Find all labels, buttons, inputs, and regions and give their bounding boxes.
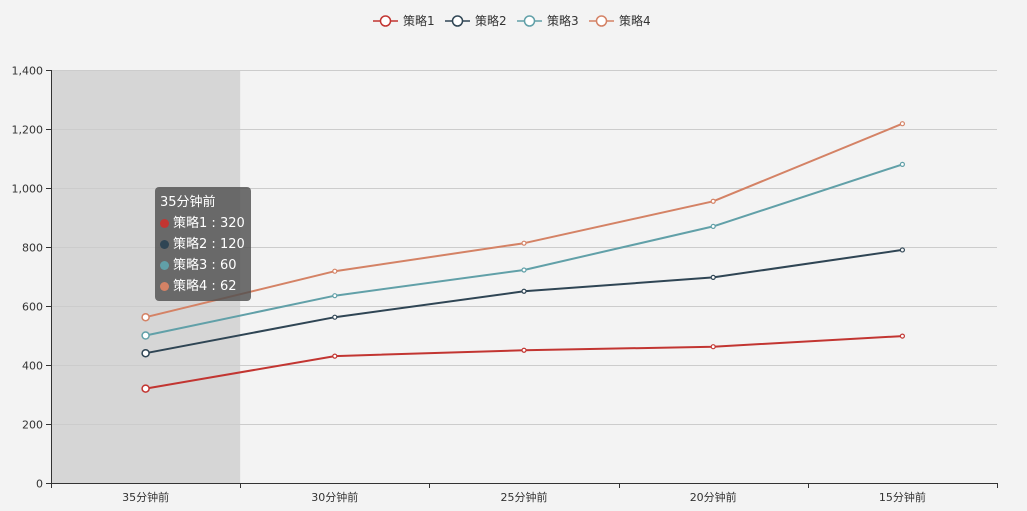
tooltip-row: 策略3 : 60 xyxy=(160,255,245,276)
legend-item-2: 策略2 xyxy=(445,13,507,28)
y-tick-label: 400 xyxy=(22,360,43,373)
tooltip-series-name: 策略4 xyxy=(173,279,208,294)
tooltip-series-value: 120 xyxy=(219,237,245,252)
series-line-4 xyxy=(145,122,903,319)
tooltip-series-name: 策略1 xyxy=(173,216,208,231)
x-tick-label: 15分钟前 xyxy=(879,490,926,504)
legend-marker xyxy=(523,15,536,27)
tooltip-series-value: 320 xyxy=(219,216,245,231)
series-line-2 xyxy=(145,248,903,355)
tooltip-row: 策略4 : 62 xyxy=(160,276,245,297)
tooltip-series-value: 62 xyxy=(219,279,237,294)
data-point xyxy=(141,331,150,340)
y-tick-label: 0 xyxy=(36,478,43,491)
data-point xyxy=(141,312,150,322)
data-point xyxy=(899,247,906,253)
data-point xyxy=(521,267,527,273)
data-point xyxy=(710,223,716,229)
tooltip-title: 35分钟前 xyxy=(160,195,216,210)
tooltip-series-dot xyxy=(160,219,169,228)
data-point xyxy=(332,314,338,320)
x-tick-label: 20分钟前 xyxy=(690,490,737,504)
data-point xyxy=(332,353,338,359)
legend-label: 策略3 xyxy=(547,13,579,28)
data-point xyxy=(521,240,527,246)
tooltip-series-dot xyxy=(160,261,169,270)
legend-label: 策略2 xyxy=(475,13,507,28)
x-tick-label: 30分钟前 xyxy=(311,490,358,504)
legend-marker xyxy=(451,15,464,27)
x-tick-label: 35分钟前 xyxy=(122,490,169,504)
y-tick-label: 800 xyxy=(22,242,43,255)
legend-item-1: 策略1 xyxy=(373,13,435,28)
legend-label: 策略4 xyxy=(619,13,651,28)
y-tick-label: 1,200 xyxy=(12,124,44,137)
data-point xyxy=(521,347,527,353)
legend-marker xyxy=(379,15,392,27)
tooltip-series-dot xyxy=(160,240,169,249)
legend-item-3: 策略3 xyxy=(517,13,579,28)
legend-label: 策略1 xyxy=(403,13,435,28)
legend-marker xyxy=(595,15,608,27)
tooltip-series-value: 60 xyxy=(219,258,237,273)
data-point xyxy=(141,384,150,393)
y-tick-label: 1,000 xyxy=(12,183,44,196)
data-point xyxy=(899,161,906,167)
data-point xyxy=(899,333,906,339)
tooltip-series-name: 策略3 xyxy=(173,258,208,273)
series-line-1 xyxy=(145,335,903,390)
tooltip-series-dot xyxy=(160,282,169,291)
data-point xyxy=(710,198,716,204)
y-tick-label: 600 xyxy=(22,301,43,314)
data-point xyxy=(899,121,906,127)
data-point xyxy=(710,344,716,350)
data-point xyxy=(521,288,527,294)
series-line-3 xyxy=(145,163,903,337)
y-tick-label: 1,400 xyxy=(12,65,44,78)
data-point xyxy=(141,348,150,358)
tooltip-row: 策略2 : 120 xyxy=(160,234,245,255)
data-point xyxy=(332,268,338,274)
legend-item-4: 策略4 xyxy=(589,13,651,28)
data-point xyxy=(332,293,338,299)
data-tooltip: 35分钟前 策略1 : 320 策略2 : 120 策略3 : 60 策略4 :… xyxy=(155,187,251,301)
x-tick-label: 25分钟前 xyxy=(501,490,548,504)
y-tick-label: 200 xyxy=(22,419,43,432)
tooltip-series-name: 策略2 xyxy=(173,237,208,252)
data-point xyxy=(710,274,716,280)
tooltip-row: 策略1 : 320 xyxy=(160,213,245,234)
